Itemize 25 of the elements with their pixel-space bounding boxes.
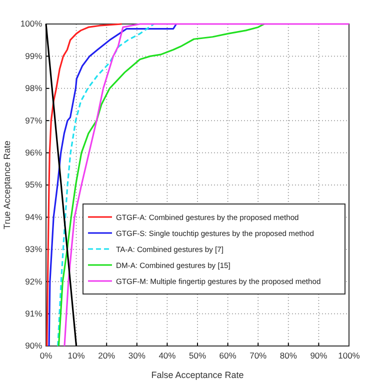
y-tick-label: 97% xyxy=(25,115,43,126)
x-tick-label: 90% xyxy=(310,350,328,360)
y-tick-label: 96% xyxy=(25,148,43,158)
x-tick-label: 40% xyxy=(158,350,176,360)
y-tick-label: 90% xyxy=(25,340,43,351)
y-tick-label: 93% xyxy=(25,244,43,254)
x-tick-label: 100% xyxy=(338,350,360,360)
y-tick-label: 98% xyxy=(25,83,43,94)
y-tick-label: 91% xyxy=(25,308,43,319)
x-tick-label: 60% xyxy=(219,350,237,360)
x-tick-label: 10% xyxy=(68,350,86,360)
line-series xyxy=(64,23,350,347)
y-tick-label: 100% xyxy=(20,18,43,29)
x-tick-label: 80% xyxy=(280,350,298,360)
y-tick-label: 94% xyxy=(25,212,43,222)
x-axis-title: False Acceptance Rate xyxy=(151,370,244,380)
x-tick-label: 20% xyxy=(98,350,116,360)
y-axis-title: True Acceptance Rate xyxy=(2,140,12,230)
x-tick-label: 30% xyxy=(128,350,146,360)
x-tick-label: 50% xyxy=(188,350,206,360)
y-tick-label: 92% xyxy=(25,276,43,286)
y-tick-label: 95% xyxy=(25,180,43,190)
y-tick-label: 99% xyxy=(25,50,43,61)
x-tick-label: 0% xyxy=(40,350,53,360)
x-tick-label: 70% xyxy=(250,350,268,360)
